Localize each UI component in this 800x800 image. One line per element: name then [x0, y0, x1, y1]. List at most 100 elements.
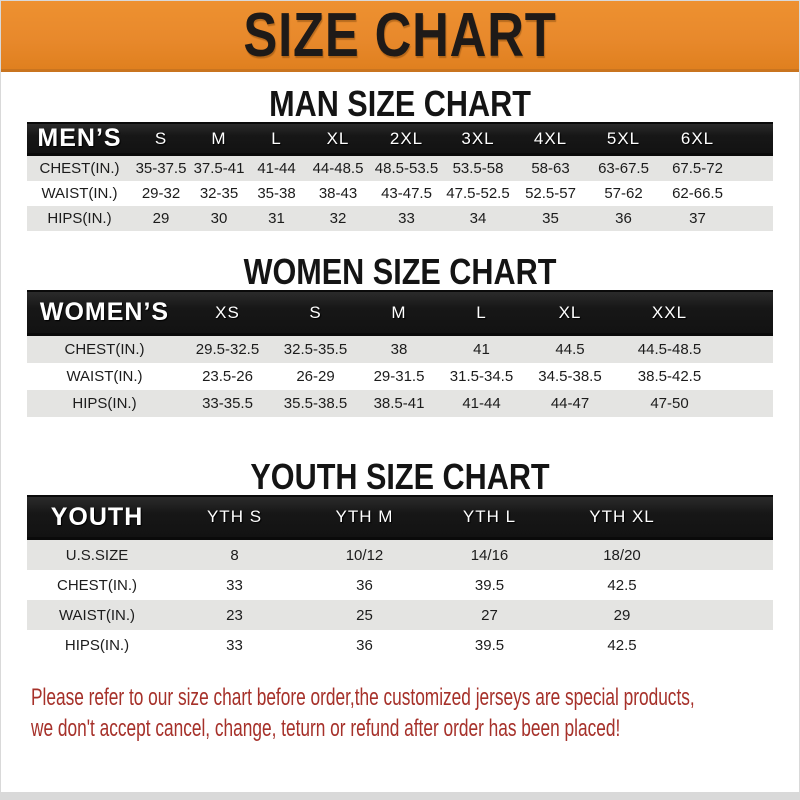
women-size-table: WOMEN’S XS S M L XL XXL CHEST(IN.) 29.5-32.5 3… [27, 290, 773, 417]
size-cell: 67.5-72 [660, 156, 735, 181]
size-cell: 8 [167, 540, 302, 570]
size-cell: 5XL [587, 122, 660, 156]
size-cell: 35-38 [248, 181, 305, 206]
men-table-header-row: MEN’S S M L XL 2XL 3XL 4XL 5XL 6XL [27, 122, 773, 156]
size-cell: 3XL [442, 122, 514, 156]
men-chest-row: CHEST(IN.) 35-37.5 37.5-41 41-44 44-48.5 48.… [27, 156, 773, 181]
men-hips-row: HIPS(IN.) 29 30 31 32 33 34 35 36 37 [27, 206, 773, 231]
size-cell: 29-32 [132, 181, 190, 206]
filler-cell [692, 570, 773, 600]
size-cell: 35-37.5 [132, 156, 190, 181]
size-cell: 29 [552, 600, 692, 630]
size-cell: 47-50 [617, 390, 722, 417]
size-cell: 38.5-42.5 [617, 363, 722, 390]
size-cell: M [358, 290, 440, 336]
men-table-corner-label: MEN’S [27, 122, 132, 156]
size-cell: XL [523, 290, 617, 336]
women-chest-row: CHEST(IN.) 29.5-32.5 32.5-35.5 38 41 44.5 44.… [27, 336, 773, 363]
size-cell: 48.5-53.5 [371, 156, 442, 181]
size-cell: S [273, 290, 358, 336]
size-cell: YTH XL [552, 495, 692, 540]
filler-cell [735, 206, 773, 231]
row-label: U.S.SIZE [27, 540, 167, 570]
women-waist-row: WAIST(IN.) 23.5-26 26-29 29-31.5 31.5-34.5 3… [27, 363, 773, 390]
size-cell: 38-43 [305, 181, 371, 206]
size-cell: 33 [167, 630, 302, 660]
size-cell: YTH L [427, 495, 552, 540]
filler-cell [735, 181, 773, 206]
size-cell: 23.5-26 [182, 363, 273, 390]
size-cell: 30 [190, 206, 248, 231]
youth-table-header-row: YOUTH YTH S YTH M YTH L YTH XL [27, 495, 773, 540]
size-cell: 39.5 [427, 570, 552, 600]
size-cell: 44.5-48.5 [617, 336, 722, 363]
filler-cell [692, 540, 773, 570]
filler-cell [722, 390, 773, 417]
size-cell: 33 [167, 570, 302, 600]
youth-hips-row: HIPS(IN.) 33 36 39.5 42.5 [27, 630, 773, 660]
row-label: WAIST(IN.) [27, 363, 182, 390]
size-cell: 34.5-38.5 [523, 363, 617, 390]
size-cell: 18/20 [552, 540, 692, 570]
size-cell: 25 [302, 600, 427, 630]
size-cell: 58-63 [514, 156, 587, 181]
size-cell: 32.5-35.5 [273, 336, 358, 363]
size-cell: 44-47 [523, 390, 617, 417]
size-cell: L [440, 290, 523, 336]
size-cell: 41-44 [248, 156, 305, 181]
row-label: CHEST(IN.) [27, 336, 182, 363]
size-cell: 52.5-57 [514, 181, 587, 206]
size-cell: 35 [514, 206, 587, 231]
filler-cell [735, 122, 773, 156]
size-cell: 47.5-52.5 [442, 181, 514, 206]
row-label: HIPS(IN.) [27, 630, 167, 660]
bottom-edge-strip [1, 792, 799, 799]
size-cell: 2XL [371, 122, 442, 156]
size-cell: 29-31.5 [358, 363, 440, 390]
filler-cell [722, 290, 773, 336]
size-cell: L [248, 122, 305, 156]
size-cell: 43-47.5 [371, 181, 442, 206]
youth-table-corner-label: YOUTH [27, 495, 167, 540]
man-section-heading-text: MAN SIZE CHART [269, 83, 531, 124]
size-cell: 27 [427, 600, 552, 630]
size-cell: XXL [617, 290, 722, 336]
size-cell: 36 [302, 630, 427, 660]
filler-cell [735, 156, 773, 181]
size-cell: M [190, 122, 248, 156]
size-cell: 29 [132, 206, 190, 231]
youth-waist-row: WAIST(IN.) 23 25 27 29 [27, 600, 773, 630]
size-cell: 44-48.5 [305, 156, 371, 181]
size-cell: 41 [440, 336, 523, 363]
women-section-heading: WOMEN SIZE CHART [1, 254, 799, 290]
size-cell: 57-62 [587, 181, 660, 206]
size-cell: XS [182, 290, 273, 336]
filler-cell [692, 600, 773, 630]
size-cell: 37 [660, 206, 735, 231]
size-cell: 31.5-34.5 [440, 363, 523, 390]
size-cell: 23 [167, 600, 302, 630]
youth-section-heading-text: YOUTH SIZE CHART [250, 456, 550, 497]
men-waist-row: WAIST(IN.) 29-32 32-35 35-38 38-43 43-47.5 47… [27, 181, 773, 206]
size-cell: 63-67.5 [587, 156, 660, 181]
note-line-2: we don't accept cancel, change, teturn o… [31, 715, 621, 742]
women-table-header-row: WOMEN’S XS S M L XL XXL [27, 290, 773, 336]
size-cell: 42.5 [552, 630, 692, 660]
note-line-1: Please refer to our size chart before or… [31, 684, 695, 711]
size-cell: YTH M [302, 495, 427, 540]
man-section-heading: MAN SIZE CHART [1, 86, 799, 122]
size-cell: 10/12 [302, 540, 427, 570]
youth-section-heading: YOUTH SIZE CHART [1, 459, 799, 495]
size-cell: 26-29 [273, 363, 358, 390]
youth-ussize-row: U.S.SIZE 8 10/12 14/16 18/20 [27, 540, 773, 570]
size-cell: XL [305, 122, 371, 156]
row-label: HIPS(IN.) [27, 206, 132, 231]
youth-chest-row: CHEST(IN.) 33 36 39.5 42.5 [27, 570, 773, 600]
size-cell: 4XL [514, 122, 587, 156]
size-cell: 38.5-41 [358, 390, 440, 417]
size-cell: S [132, 122, 190, 156]
filler-cell [692, 495, 773, 540]
youth-size-table: YOUTH YTH S YTH M YTH L YTH XL U.S.SIZE 8 10… [27, 495, 773, 660]
size-cell: 32 [305, 206, 371, 231]
size-cell: 6XL [660, 122, 735, 156]
